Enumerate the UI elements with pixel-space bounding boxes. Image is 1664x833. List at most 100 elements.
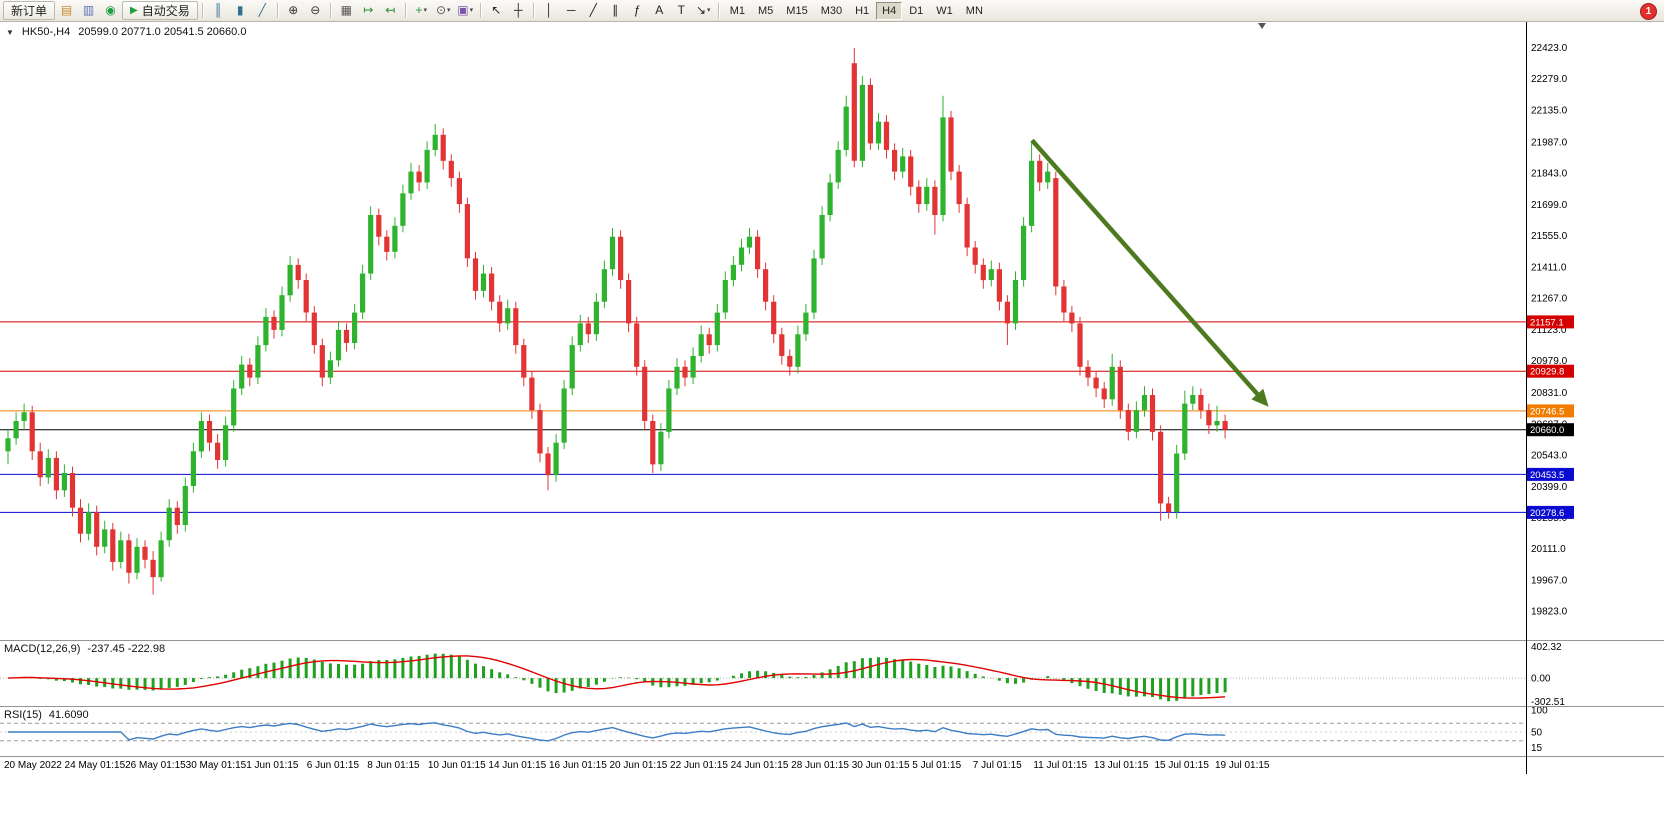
profiles-icon[interactable]: ▥	[78, 1, 99, 20]
trendline-icon[interactable]: ╱	[583, 1, 604, 20]
price-axis-line	[1526, 22, 1527, 774]
tile-windows-icon[interactable]: ▦	[336, 1, 357, 20]
time-axis-label: 1 Jun 01:15	[246, 760, 299, 771]
autotrading-button[interactable]: ▶ 自动交易	[122, 1, 198, 20]
channel-icon[interactable]: ∥	[605, 1, 626, 20]
time-axis-label: 26 May 01:15	[125, 760, 186, 771]
charts-stack-icon[interactable]: ▤	[56, 1, 77, 20]
svg-text:21157.1: 21157.1	[1530, 317, 1564, 328]
time-axis-label: 30 May 01:15	[185, 760, 247, 771]
candlestick-chart-icon[interactable]: ▮	[230, 1, 251, 20]
arrow-tools-icon[interactable]: ↘ ▾	[693, 1, 714, 20]
one-click-trading-toggle[interactable]: ▼	[6, 27, 14, 37]
timeframe-m15-button[interactable]: M15	[780, 2, 813, 20]
rsi-chart-canvas[interactable]: 100 50 15	[0, 707, 1664, 757]
zoom-out-icon[interactable]: ⊖	[305, 1, 326, 20]
bar-chart-icon[interactable]: ║	[208, 1, 229, 20]
svg-text:20278.6: 20278.6	[1530, 508, 1564, 519]
time-axis-label: 13 Jul 01:15	[1093, 760, 1149, 771]
timeframe-w1-button[interactable]: W1	[930, 2, 959, 20]
svg-text:402.32: 402.32	[1531, 642, 1562, 653]
toolbar-separator	[717, 3, 720, 18]
add-indicator-icon[interactable]: + ▾	[411, 1, 432, 20]
rsi-indicator-panel[interactable]: 100 50 15 RSI(15) 41.6090	[0, 706, 1664, 757]
svg-text:20831.0: 20831.0	[1531, 388, 1568, 399]
macd-label: MACD(12,26,9) -237.45 -222.98	[4, 643, 165, 655]
timeframe-m5-button[interactable]: M5	[752, 2, 779, 20]
timeframe-d1-button[interactable]: D1	[903, 2, 929, 20]
toolbar-separator	[532, 3, 535, 18]
dropdown-caret-icon: ▾	[423, 7, 427, 14]
macd-chart-canvas[interactable]: 402.32 0.00 -302.51	[0, 641, 1664, 707]
svg-text:15: 15	[1531, 743, 1543, 754]
svg-text:21987.0: 21987.0	[1531, 137, 1568, 148]
auto-scroll-icon[interactable]: ↦	[358, 1, 379, 20]
autotrading-play-icon: ▶	[130, 5, 138, 16]
svg-text:20543.0: 20543.0	[1531, 451, 1568, 462]
macd-indicator-panel[interactable]: 402.32 0.00 -302.51 MACD(12,26,9) -237.45 …	[0, 640, 1664, 707]
fibonacci-icon[interactable]: ƒ	[627, 1, 648, 20]
zoom-in-icon[interactable]: ⊕	[283, 1, 304, 20]
dropdown-caret-icon: ▾	[447, 7, 451, 14]
time-axis-label: 8 Jun 01:15	[367, 760, 420, 771]
time-axis-label: 11 Jul 01:15	[1033, 760, 1088, 771]
time-axis-label: 14 Jun 01:15	[488, 760, 547, 771]
toolbar-separator	[276, 3, 279, 18]
time-axis-label: 7 Jul 01:15	[972, 760, 1022, 771]
svg-text:22423.0: 22423.0	[1531, 43, 1568, 54]
text-icon[interactable]: A	[649, 1, 670, 20]
rsi-name: RSI(15)	[4, 709, 42, 721]
svg-text:21267.0: 21267.0	[1531, 294, 1568, 305]
svg-text:20929.8: 20929.8	[1530, 367, 1564, 378]
cursor-icon[interactable]: ↖	[486, 1, 507, 20]
timeframe-m1-button[interactable]: M1	[724, 2, 751, 20]
vertical-line-icon[interactable]: │	[539, 1, 560, 20]
chart-symbol-label: ▼ HK50-,H4 20599.0 20771.0 20541.5 20660…	[6, 26, 246, 38]
refresh-icon[interactable]: ◉	[100, 1, 121, 20]
timeframe-h1-button[interactable]: H1	[849, 2, 875, 20]
autotrading-label: 自动交易	[141, 4, 190, 18]
time-axis-label: 5 Jul 01:15	[912, 760, 962, 771]
svg-text:20111.0: 20111.0	[1531, 544, 1566, 555]
toolbar-separator	[329, 3, 332, 18]
crosshair-icon[interactable]: ┼	[508, 1, 529, 20]
macd-values: -237.45 -222.98	[87, 643, 166, 655]
timeframe-h4-button[interactable]: H4	[876, 1, 903, 20]
ohlc-values: 20599.0 20771.0 20541.5 20660.0	[78, 26, 247, 38]
time-axis-label: 16 Jun 01:15	[548, 760, 607, 771]
timeframe-m30-button[interactable]: M30	[815, 2, 848, 20]
horizontal-line-icon[interactable]: ─	[561, 1, 582, 20]
time-axis-label: 24 Jun 01:15	[730, 760, 789, 771]
svg-text:21843.0: 21843.0	[1531, 169, 1568, 180]
time-axis-label: 20 Jun 01:15	[609, 760, 668, 771]
line-chart-icon[interactable]: ╱	[252, 1, 273, 20]
macd-name: MACD(12,26,9)	[4, 643, 81, 655]
templates-icon[interactable]: ▣ ▾	[455, 1, 476, 20]
svg-text:50: 50	[1531, 728, 1543, 739]
dropdown-caret-icon: ▾	[469, 7, 474, 14]
time-axis-label: 20 May 2022	[4, 760, 62, 771]
periods-icon[interactable]: ⊙ ▾	[433, 1, 454, 20]
time-axis-label: 30 Jun 01:15	[851, 760, 910, 771]
svg-text:-302.51: -302.51	[1531, 697, 1565, 707]
timeframe-mn-button[interactable]: MN	[960, 2, 989, 20]
rsi-label: RSI(15) 41.6090	[4, 709, 89, 721]
svg-text:21699.0: 21699.0	[1531, 200, 1568, 211]
chart-shift-icon[interactable]: ↤	[380, 1, 401, 20]
toolbar-file-group: ▤ ▥ ◉	[56, 1, 121, 20]
new-order-button[interactable]: 新订单	[3, 1, 56, 20]
svg-text:20453.5: 20453.5	[1530, 470, 1564, 481]
timeframe-toolbar: M1 M5 M15 M30 H1 H4 D1 W1 MN	[724, 1, 989, 20]
price-chart-panel[interactable]: 22423.0 22279.0 22135.0 21987.0 21843.0 21699…	[0, 22, 1664, 640]
svg-text:19823.0: 19823.0	[1531, 607, 1568, 618]
notification-badge[interactable]: 1	[1640, 3, 1657, 20]
candlestick-chart-canvas[interactable]: 22423.0 22279.0 22135.0 21987.0 21843.0 21699…	[0, 22, 1664, 640]
time-axis-label: 28 Jun 01:15	[791, 760, 849, 771]
time-axis-label: 19 Jul 01:15	[1215, 760, 1270, 771]
svg-text:21555.0: 21555.0	[1531, 231, 1568, 242]
svg-text:100: 100	[1531, 707, 1548, 717]
svg-text:22135.0: 22135.0	[1531, 105, 1568, 116]
dropdown-caret-icon: ▾	[707, 7, 711, 14]
label-icon[interactable]: T	[671, 1, 692, 20]
time-axis-label: 24 May 01:15	[64, 760, 126, 771]
